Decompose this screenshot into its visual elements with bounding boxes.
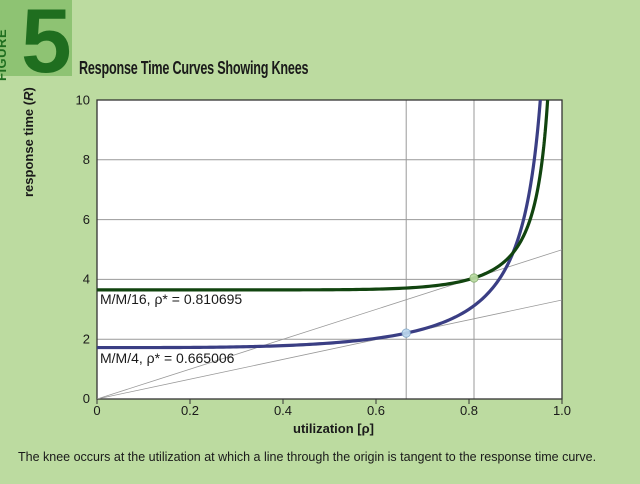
- svg-text:1.0: 1.0: [553, 403, 571, 418]
- svg-text:0.8: 0.8: [460, 403, 478, 418]
- svg-text:0.4: 0.4: [274, 403, 292, 418]
- svg-text:4: 4: [83, 272, 90, 287]
- svg-text:8: 8: [83, 152, 90, 167]
- svg-text:M/M/4, ρ* = 0.665006: M/M/4, ρ* = 0.665006: [100, 350, 235, 366]
- svg-text:0.2: 0.2: [181, 403, 199, 418]
- svg-text:2: 2: [83, 332, 90, 347]
- svg-text:0: 0: [93, 403, 100, 418]
- svg-text:0: 0: [83, 391, 90, 406]
- svg-text:M/M/16, ρ* = 0.810695: M/M/16, ρ* = 0.810695: [100, 291, 242, 307]
- svg-text:6: 6: [83, 212, 90, 227]
- svg-text:10: 10: [76, 92, 90, 107]
- svg-text:0.6: 0.6: [367, 403, 385, 418]
